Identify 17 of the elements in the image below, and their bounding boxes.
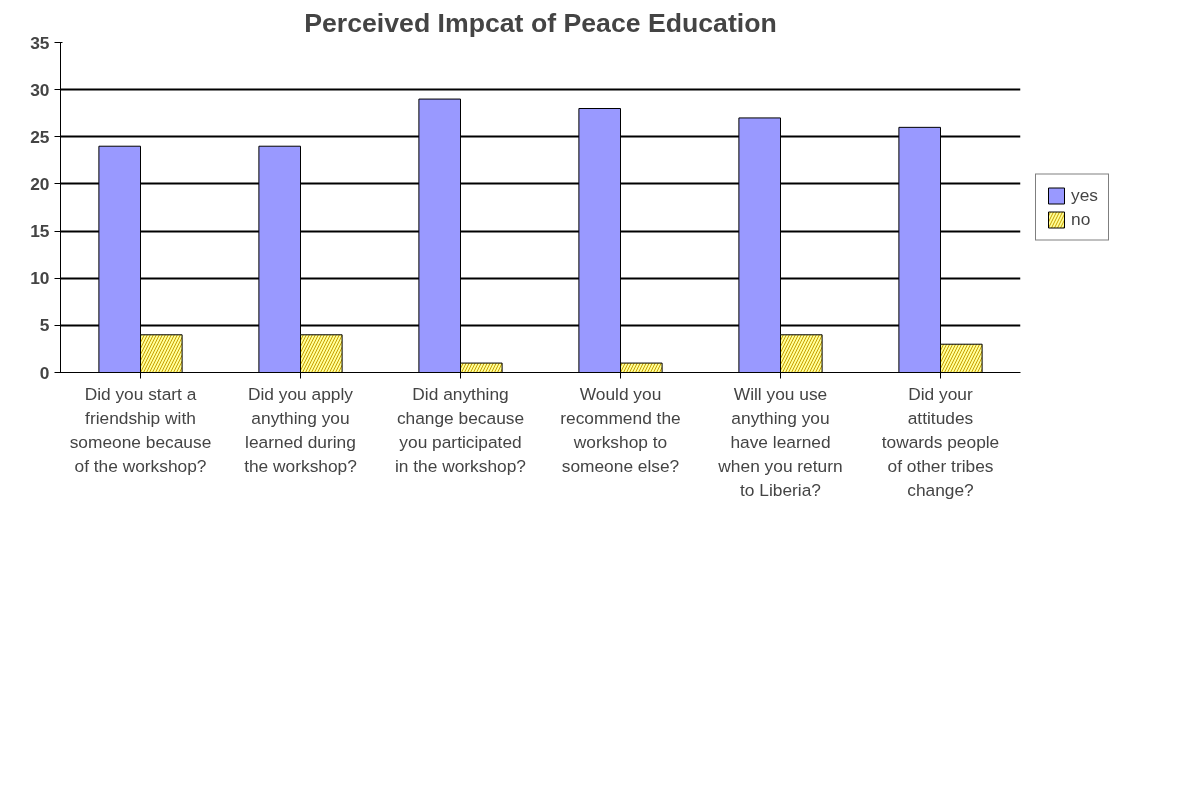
y-tick-label: 5 xyxy=(39,315,50,336)
x-tick-label: Did you start a friendship with someone because of the workshop? xyxy=(69,383,212,476)
x-tick-label: Did you apply anything you learned during the workshop? xyxy=(244,383,357,476)
x-tick-label: Did anything change because you participated in the workshop? xyxy=(395,383,527,476)
x-tick-label: Did your attitudes towards people of other tribes change? xyxy=(881,383,1000,500)
chart-title: Perceived Impcat of Peace Education xyxy=(304,7,777,38)
y-tick-label: 25 xyxy=(30,126,50,147)
legend-label: no xyxy=(1071,208,1091,230)
x-tick-label: Will you use anything you have learned when you return to Liberia? xyxy=(717,383,843,500)
y-tick-label: 35 xyxy=(30,32,50,53)
y-tick-label: 10 xyxy=(30,268,50,289)
legend-label: yes xyxy=(1071,184,1098,206)
y-tick-label: 0 xyxy=(39,362,50,383)
y-tick-label: 30 xyxy=(30,79,50,100)
y-tick-label: 15 xyxy=(30,221,50,242)
y-tick-label: 20 xyxy=(30,173,50,194)
x-tick-label: Would you recommend the workshop to someone else? xyxy=(560,383,681,476)
